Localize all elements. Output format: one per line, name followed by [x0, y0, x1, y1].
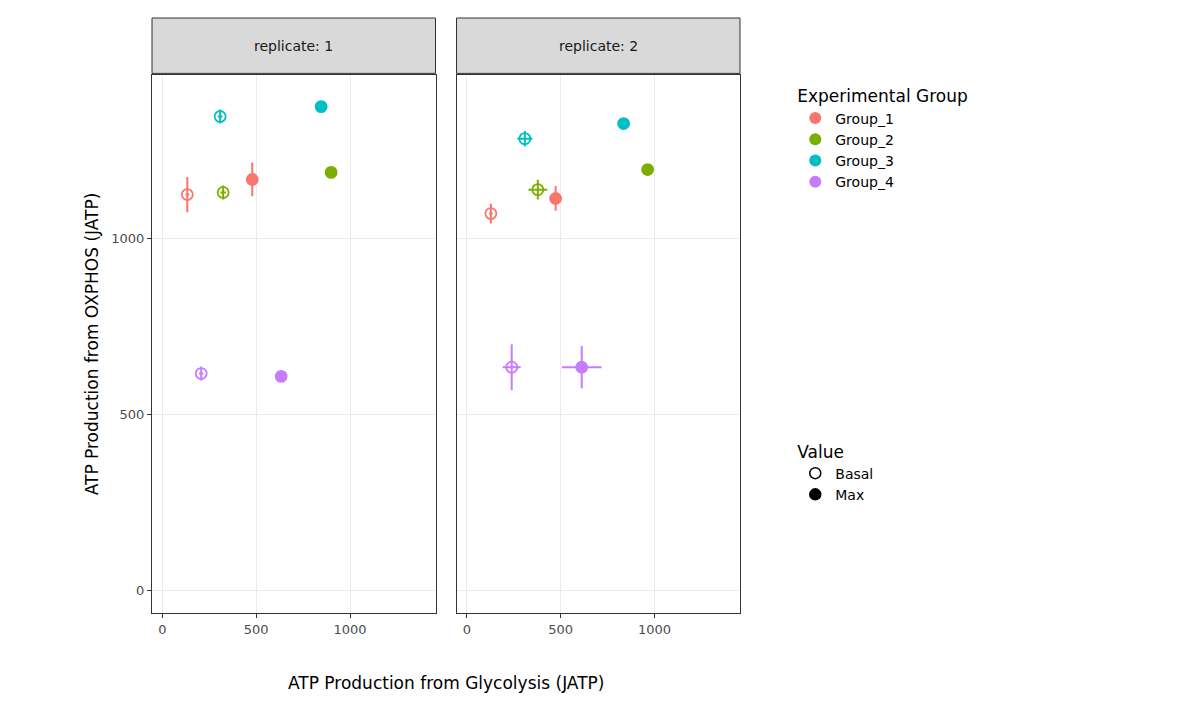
svg-text:500: 500	[244, 622, 269, 637]
svg-text:1000: 1000	[111, 231, 144, 246]
svg-text:1000: 1000	[334, 622, 367, 637]
svg-text:1000: 1000	[638, 622, 671, 637]
svg-text:0: 0	[136, 583, 144, 598]
svg-text:Group_4: Group_4	[835, 174, 894, 190]
svg-text:Group_1: Group_1	[835, 111, 894, 127]
svg-text:Group_2: Group_2	[835, 132, 894, 148]
svg-text:500: 500	[548, 622, 573, 637]
svg-text:500: 500	[120, 407, 145, 422]
svg-text:0: 0	[158, 622, 166, 637]
svg-text:replicate: 1: replicate: 1	[254, 38, 333, 54]
svg-text:Basal: Basal	[835, 466, 873, 482]
svg-text:Group_3: Group_3	[835, 153, 894, 169]
svg-text:ATP Production from OXPHOS (JA: ATP Production from OXPHOS (JATP)	[82, 193, 102, 496]
svg-text:replicate: 2: replicate: 2	[559, 38, 638, 54]
svg-text:Experimental Group: Experimental Group	[797, 86, 968, 106]
svg-text:Max: Max	[835, 487, 864, 503]
svg-text:Value: Value	[797, 442, 844, 462]
svg-text:0: 0	[463, 622, 471, 637]
svg-text:ATP Production from Glycolysis: ATP Production from Glycolysis (JATP)	[288, 673, 604, 693]
